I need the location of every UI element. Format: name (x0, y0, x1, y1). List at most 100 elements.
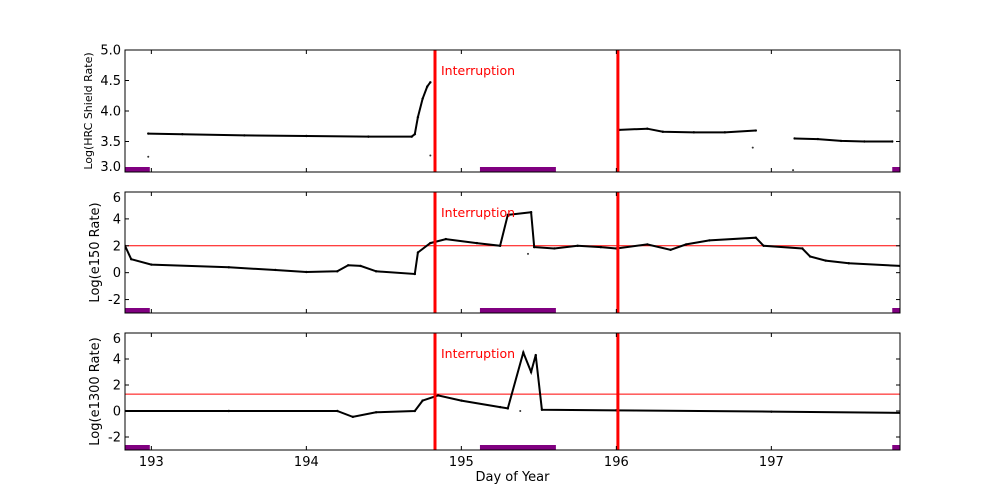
data-point (646, 127, 649, 130)
data-point (413, 132, 417, 136)
y-tick-label: -2 (108, 293, 121, 308)
y-tick-label: 6 (113, 332, 121, 347)
y-axis-label: Log(HRC Shield Rate) (82, 52, 95, 169)
outlier-point (527, 252, 529, 255)
data-point (847, 262, 851, 265)
axes-frame (124, 191, 901, 314)
y-tick-label: 5.0 (100, 44, 121, 59)
x-tick-label: 196 (604, 455, 629, 470)
data-point (533, 245, 536, 249)
y-tick-label: 6 (113, 191, 121, 206)
data-point (498, 405, 502, 409)
outlier-point (519, 410, 522, 412)
purple-interval-bar (479, 445, 556, 450)
data-point (824, 259, 827, 262)
data-point (305, 270, 308, 274)
data-series-line (125, 349, 900, 418)
data-point (243, 134, 246, 137)
purple-interval-bar (125, 167, 150, 172)
data-series-line (794, 137, 893, 143)
data-point (150, 263, 153, 266)
y-tick-label: -2 (108, 431, 121, 446)
x-tick-label: 195 (449, 455, 474, 470)
purple-interval-bar (479, 308, 556, 313)
data-point (534, 353, 537, 357)
purple-interval-bar (479, 167, 556, 172)
data-point (444, 237, 448, 241)
data-point (374, 270, 378, 273)
data-point (529, 210, 533, 214)
panel-2: Interruption -2 0 2 4 6 Log(e150 Rate) (88, 191, 901, 314)
panel-1: Interruption 3.0 3.5 4.0 4.5 5.0 Log(HRC Shiel… (82, 44, 901, 175)
outlier-point (429, 154, 432, 157)
data-point (475, 241, 479, 245)
data-point (506, 213, 510, 217)
y-axis-label: Log(e150 Rate) (88, 202, 103, 302)
data-point (436, 394, 440, 397)
data-point (553, 247, 556, 250)
interruption-label: Interruption (441, 346, 515, 361)
data-point (130, 258, 133, 261)
plot-area (125, 81, 900, 172)
y-tick-label: 0 (113, 266, 121, 281)
data-point (762, 244, 765, 247)
purple-interval-bar (892, 167, 900, 172)
data-series-line (148, 81, 432, 138)
data-point (460, 399, 463, 402)
y-tick-label: 3.5 (100, 135, 121, 150)
interruption-label: Interruption (441, 63, 515, 78)
data-point (863, 140, 866, 143)
data-point (793, 137, 796, 140)
data-point (816, 137, 820, 141)
x-axis-label: Day of Year (476, 470, 551, 485)
data-point (692, 131, 696, 134)
data-point (661, 130, 665, 133)
data-point (646, 243, 649, 246)
plot-area (125, 349, 900, 450)
data-point (599, 245, 603, 249)
data-point (416, 251, 420, 254)
data-point (684, 243, 688, 246)
data-point (529, 370, 533, 374)
data-point (421, 97, 424, 101)
data-point (351, 415, 355, 419)
data-point (336, 409, 339, 413)
data-point (227, 266, 231, 269)
data-point (426, 85, 429, 88)
data-point (429, 81, 432, 84)
data-point (336, 270, 339, 273)
axes-frame (124, 332, 901, 451)
purple-interval-bar (892, 308, 900, 313)
data-point (274, 268, 277, 272)
y-axis-label: Log(e1300 Rate) (88, 337, 103, 445)
y-tick-label: 0 (113, 405, 121, 420)
data-point (801, 247, 804, 250)
data-point (770, 410, 773, 413)
data-point (754, 236, 758, 239)
data-point (413, 409, 417, 413)
outlier-point (147, 155, 150, 158)
y-tick-label: 3.0 (100, 160, 121, 175)
data-point (540, 408, 544, 411)
data-point (576, 244, 579, 247)
data-point (754, 129, 758, 132)
y-tick-label: 2 (113, 379, 121, 394)
y-tick-label: 2 (113, 239, 121, 254)
data-point (808, 255, 812, 258)
data-point (506, 407, 510, 410)
data-point (723, 131, 727, 134)
data-point (359, 264, 362, 268)
y-tick-label: 4.0 (100, 105, 121, 120)
purple-interval-bar (125, 308, 150, 313)
x-tick-label: 193 (139, 455, 164, 470)
outlier-point (792, 169, 795, 172)
x-tick-label: 197 (759, 455, 784, 470)
data-point (374, 411, 378, 414)
y-tick-label: 4.5 (100, 74, 121, 89)
x-tick-label: 194 (294, 455, 319, 470)
data-point (498, 244, 502, 247)
y-tick-label: 4 (113, 353, 121, 368)
outlier-point (751, 146, 754, 149)
data-point (421, 399, 424, 402)
